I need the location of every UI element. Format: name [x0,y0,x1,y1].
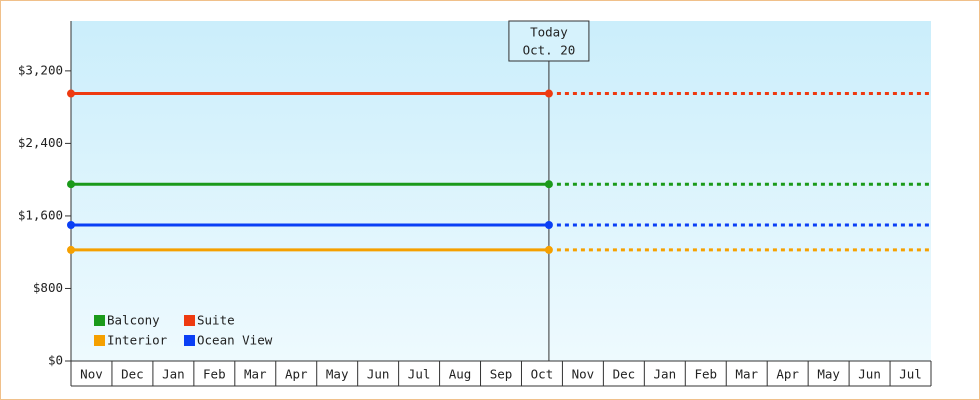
x-tick-label: Sep [490,367,513,382]
legend-swatch [184,335,195,346]
x-tick-label: Aug [449,367,472,382]
x-tick-label: Jul [899,367,922,382]
legend-label: Interior [107,333,168,348]
legend-label: Suite [197,313,235,328]
x-tick-label: Oct [531,367,554,382]
y-tick-label: $800 [33,280,63,295]
today-date: Oct. 20 [523,43,576,58]
y-tick-label: $3,200 [18,62,63,77]
x-tick-label: Jun [367,367,390,382]
x-tick-label: Nov [572,367,595,382]
x-tick-label: Jun [858,367,881,382]
series-point [544,180,553,189]
y-tick-label: $2,400 [18,135,63,150]
today-title: Today [530,25,568,40]
x-tick-label: Dec [121,367,144,382]
x-tick-label: Feb [694,367,717,382]
series-point [67,245,75,254]
legend-label: Ocean View [197,333,273,348]
legend-label: Balcony [107,313,160,328]
y-tick-label: $1,600 [18,207,63,222]
x-tick-label: Mar [735,367,758,382]
series-point [544,221,553,229]
series-point [67,89,75,98]
x-tick-label: Jan [162,367,185,382]
today-box [508,20,590,62]
series-point [544,245,553,254]
x-tick-label: Mar [244,367,267,382]
plot-area [71,21,931,361]
x-tick-label: Apr [285,367,308,382]
x-tick-label: Jul [408,367,431,382]
series-point [67,180,75,189]
y-tick-label: $0 [48,353,63,368]
x-tick-label: May [326,367,349,382]
x-tick-label: May [817,367,840,382]
legend-swatch [94,315,105,326]
x-tick-label: Jan [654,367,677,382]
series-point [544,89,553,98]
x-tick-label: Feb [203,367,226,382]
x-tick-label: Dec [613,367,636,382]
legend-swatch [184,315,195,326]
x-tick-label: Nov [80,367,103,382]
legend-swatch [94,335,105,346]
series-point [67,221,75,229]
x-tick-label: Apr [776,367,799,382]
